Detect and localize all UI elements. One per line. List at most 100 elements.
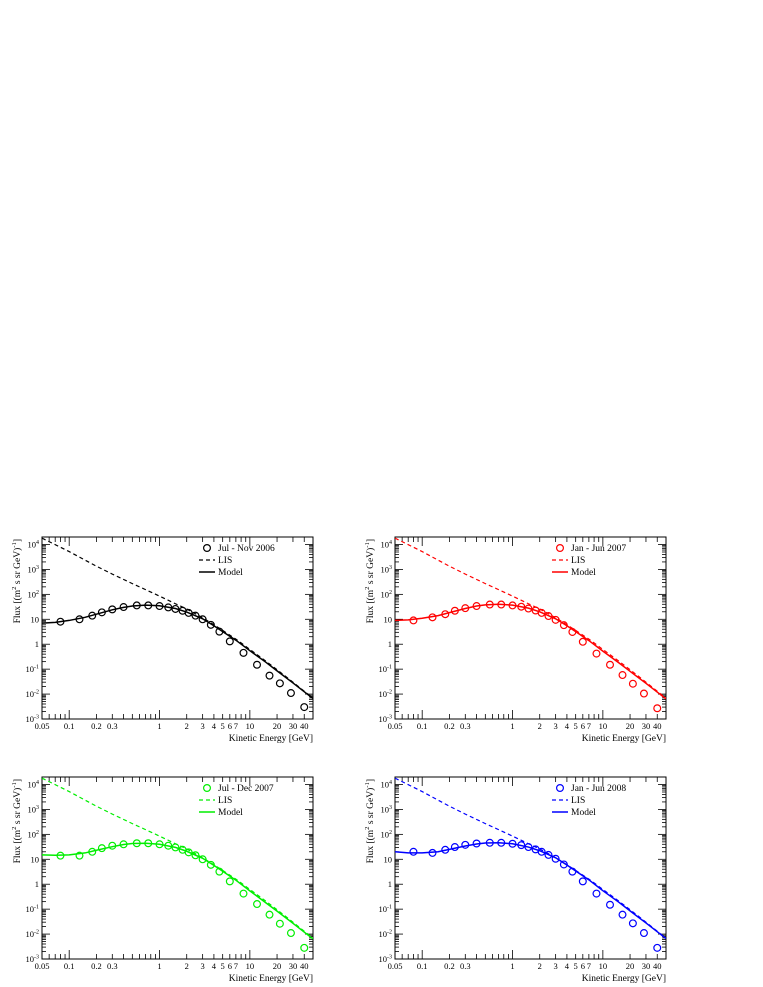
x-tick-label: 1 [157, 721, 161, 731]
data-point [578, 877, 587, 886]
x-tick-label: 10 [599, 961, 608, 971]
y-tick-label: 103 [381, 804, 393, 814]
x-tick-label: 6 [581, 961, 585, 971]
y-axis-title: Flux [(m2 s sr GeV)-1] [364, 539, 376, 623]
data-point [253, 660, 262, 669]
data-point [653, 943, 662, 952]
y-tick-label: 10-1 [26, 904, 39, 914]
y-tick-label: 10-1 [379, 904, 392, 914]
y-tick-label: 10-3 [379, 714, 392, 724]
legend-marker [555, 783, 564, 792]
legend-label: Jul - Nov 2006 [218, 544, 275, 554]
x-tick-label: 0.05 [35, 721, 50, 731]
y-tick-label: 103 [28, 564, 40, 574]
series-group [395, 537, 666, 713]
x-tick-label: 0.3 [107, 961, 118, 971]
data-point [551, 854, 560, 863]
x-tick-label: 6 [581, 721, 585, 731]
x-tick-label: 0.2 [444, 961, 455, 971]
data-point [544, 850, 553, 859]
x-tick-label: 40 [300, 961, 309, 971]
x-tick-label: 0.3 [460, 721, 471, 731]
x-tick-label: 4 [212, 721, 217, 731]
x-tick-label: 0.05 [35, 961, 50, 971]
data-point [409, 847, 418, 856]
x-tick-label: 2 [185, 721, 189, 731]
data-point [275, 679, 284, 688]
legend-label: Model [571, 568, 596, 578]
x-tick-label: 2 [538, 721, 542, 731]
data-point [592, 889, 601, 898]
x-axis-ticks: 0.05 0.1 0.2 0.3 1 2 3 4 5 6 7 10 20 30 40 [388, 537, 667, 731]
y-tick-label: 10-1 [379, 664, 392, 674]
y-tick-label: 104 [28, 780, 40, 790]
y-tick-label: 1 [35, 879, 39, 889]
data-point [618, 671, 627, 680]
y-tick-label: 10 [31, 614, 40, 624]
data-point [578, 637, 587, 646]
legend-label: Model [218, 568, 243, 578]
x-tick-label: 0.1 [64, 961, 75, 971]
data-point [618, 910, 627, 919]
lis-line [395, 777, 666, 939]
y-axis-title: Flux [(m2 s sr GeV)-1] [11, 779, 23, 863]
x-tick-label: 7 [234, 721, 238, 731]
x-tick-label: 6 [228, 721, 232, 731]
x-tick-label: 30 [642, 721, 651, 731]
data-point [300, 703, 309, 712]
y-tick-label: 103 [28, 804, 40, 814]
x-tick-label: 30 [289, 721, 298, 731]
lis-line [395, 537, 666, 699]
y-tick-label: 104 [381, 540, 393, 550]
series-group [42, 777, 313, 952]
data-point [639, 929, 648, 938]
y-tick-label: 10 [384, 614, 393, 624]
x-tick-label: 6 [228, 961, 232, 971]
x-axis-ticks: 0.05 0.1 0.2 0.3 1 2 3 4 5 6 7 10 20 30 40 [35, 777, 314, 971]
x-tick-label: 30 [289, 961, 298, 971]
x-tick-label: 2 [185, 961, 189, 971]
legend-label: Jan - Jun 2008 [571, 784, 626, 794]
y-tick-label: 10 [31, 854, 40, 864]
y-tick-label: 1 [35, 639, 39, 649]
x-tick-label: 0.1 [417, 721, 428, 731]
x-tick-label: 5 [221, 961, 225, 971]
data-point [75, 851, 84, 860]
y-tick-label: 102 [381, 829, 393, 839]
x-tick-label: 30 [642, 961, 651, 971]
legend-marker [203, 783, 212, 792]
y-tick-label: 10-3 [26, 714, 39, 724]
x-tick-label: 5 [221, 721, 225, 731]
y-tick-label: 10-2 [26, 929, 39, 939]
legend-label: LIS [571, 556, 585, 566]
y-tick-label: 10-2 [379, 929, 392, 939]
x-tick-label: 10 [246, 721, 255, 731]
x-tick-label: 5 [574, 721, 578, 731]
series-group [42, 537, 313, 712]
legend: Jul - Nov 2006 LIS Model [199, 543, 275, 578]
data-point [184, 848, 193, 857]
x-axis-ticks: 0.05 0.1 0.2 0.3 1 2 3 4 5 6 7 10 20 30 40 [388, 777, 667, 971]
y-axis-ticks: 10-3 10-2 10-1 1 10 102 103 104 [379, 536, 666, 724]
model-line [42, 604, 313, 700]
x-tick-label: 7 [587, 961, 591, 971]
y-tick-label: 1 [388, 639, 392, 649]
x-tick-label: 3 [554, 961, 558, 971]
data-point [286, 929, 295, 938]
y-tick-label: 104 [28, 540, 40, 550]
model-line [42, 842, 313, 940]
x-tick-label: 0.2 [91, 961, 102, 971]
data-point [239, 889, 248, 898]
model-line [395, 603, 666, 700]
data-point [275, 919, 284, 928]
y-tick-label: 10-3 [379, 954, 392, 964]
legend-marker [555, 543, 564, 552]
data-point [537, 847, 546, 856]
x-tick-label: 4 [212, 961, 217, 971]
y-tick-label: 10-2 [26, 689, 39, 699]
x-tick-label: 2 [538, 961, 542, 971]
data-point [300, 943, 309, 952]
data-point [265, 671, 274, 680]
x-tick-label: 0.3 [460, 961, 471, 971]
